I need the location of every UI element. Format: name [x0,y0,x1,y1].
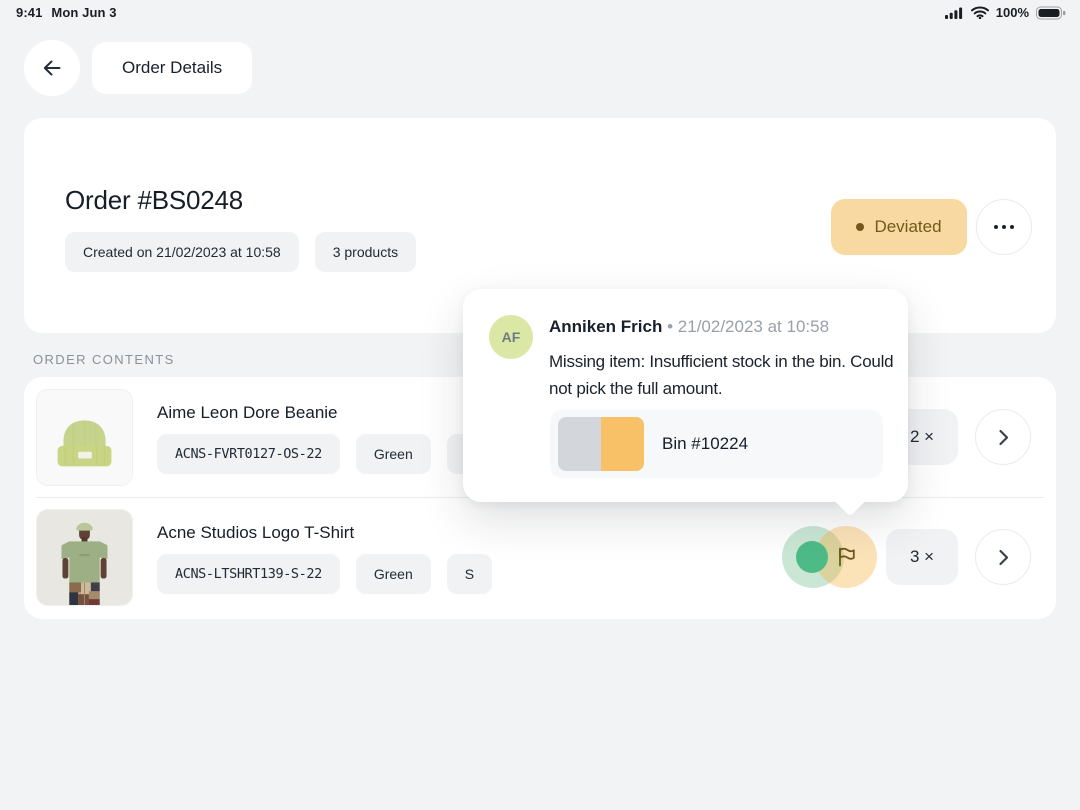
bin-swatch-gray [558,417,601,471]
order-contents-heading: ORDER CONTENTS [33,352,175,367]
comment-timestamp: 21/02/2023 at 10:58 [677,317,830,336]
deviation-popover: AF Anniken Frich • 21/02/2023 at 10:58 M… [463,289,908,517]
status-dot-icon [856,223,865,231]
product-image-beanie [36,389,133,486]
quantity-chip: 3 × [886,529,958,585]
size-chip: S [446,554,493,594]
product-title: Aime Leon Dore Beanie [157,403,338,422]
row-detail-button[interactable] [975,529,1031,585]
status-bar-right: 100% [944,5,1066,20]
order-number-title: Order #BS0248 [65,185,244,215]
status-badge: Deviated [831,199,967,255]
product-title: Acne Studios Logo T-Shirt [157,523,355,542]
ellipsis-icon [994,225,1014,229]
sku-chip: ACNS-FVRT0127-OS-22 [157,434,340,474]
status-time: 9:41 [16,5,43,20]
comment-message: Missing item: Insufficient stock in the … [549,352,894,398]
product-count-chip: 3 products [314,232,417,272]
bin-color-swatches [558,417,644,471]
page-title: Order Details [92,42,253,94]
status-date: Mon Jun 3 [51,5,117,20]
back-button[interactable] [24,40,80,96]
product-attribute-chips: ACNS-FVRT0127-OS-22 Green OS [157,434,503,474]
bullet-separator: • [667,317,674,336]
status-bar-left: 9:41 Mon Jun 3 [16,5,117,20]
order-meta-chips: Created on 21/02/2023 at 10:58 3 product… [65,232,417,272]
battery-percent: 100% [995,5,1029,20]
bin-swatch-orange [601,417,644,471]
cellular-signal-icon [944,7,964,19]
arrow-left-icon [40,56,64,80]
row-detail-button[interactable] [975,409,1031,465]
sku-chip: ACNS-LTSHRT139-S-22 [157,554,340,594]
battery-icon [1036,6,1066,20]
status-badge-label: Deviated [874,217,942,236]
chevron-right-icon [991,545,1015,569]
bin-label: Bin #10224 [662,434,749,453]
more-options-button[interactable] [976,199,1032,255]
picked-dot-icon [796,541,828,573]
product-image-tshirt [36,509,133,606]
flag-icon [833,544,859,570]
avatar: AF [489,315,533,359]
bin-chip[interactable]: Bin #10224 [550,410,883,478]
comment-author: Anniken Frich [549,317,663,336]
color-chip: Green [355,554,431,594]
product-attribute-chips: ACNS-LTSHRT139-S-22 Green S [157,554,493,594]
chevron-right-icon [991,425,1015,449]
comment-header: Anniken Frich • 21/02/2023 at 10:58 [549,317,829,337]
wifi-icon [970,6,989,19]
created-date-chip: Created on 21/02/2023 at 10:58 [65,232,299,272]
page-title-label: Order Details [122,58,223,77]
color-chip: Green [355,434,431,474]
